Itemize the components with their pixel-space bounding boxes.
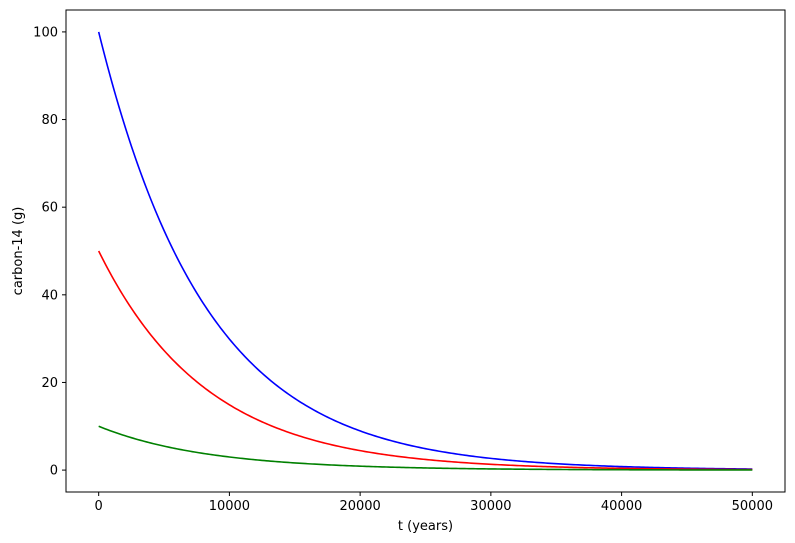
y-tick-label: 0 <box>50 464 58 479</box>
x-axis-label: t (years) <box>398 519 453 534</box>
x-tick-label: 20000 <box>339 499 380 514</box>
y-tick-label: 100 <box>33 25 58 40</box>
series-layer <box>97 31 753 471</box>
y-tick-label: 40 <box>41 288 58 303</box>
y-axis-label: carbon-14 (g) <box>11 207 26 296</box>
series-line-3 <box>98 425 753 471</box>
series-line-1 <box>97 31 753 470</box>
x-axis-ticks: 0 10000 20000 30000 40000 50000 <box>95 492 773 514</box>
y-tick-label: 60 <box>41 201 58 216</box>
y-tick-label: 80 <box>41 113 58 128</box>
y-axis-ticks: 0 20 40 60 80 100 <box>33 25 66 479</box>
y-tick-label: 20 <box>41 376 58 391</box>
x-tick-label: 30000 <box>470 499 511 514</box>
plot-frame <box>65 9 786 493</box>
x-tick-label: 40000 <box>601 499 642 514</box>
x-tick-label: 0 <box>95 499 103 514</box>
plot-background <box>66 10 785 492</box>
x-tick-label: 10000 <box>209 499 250 514</box>
x-tick-label: 50000 <box>732 499 773 514</box>
series-line-2 <box>97 250 753 471</box>
